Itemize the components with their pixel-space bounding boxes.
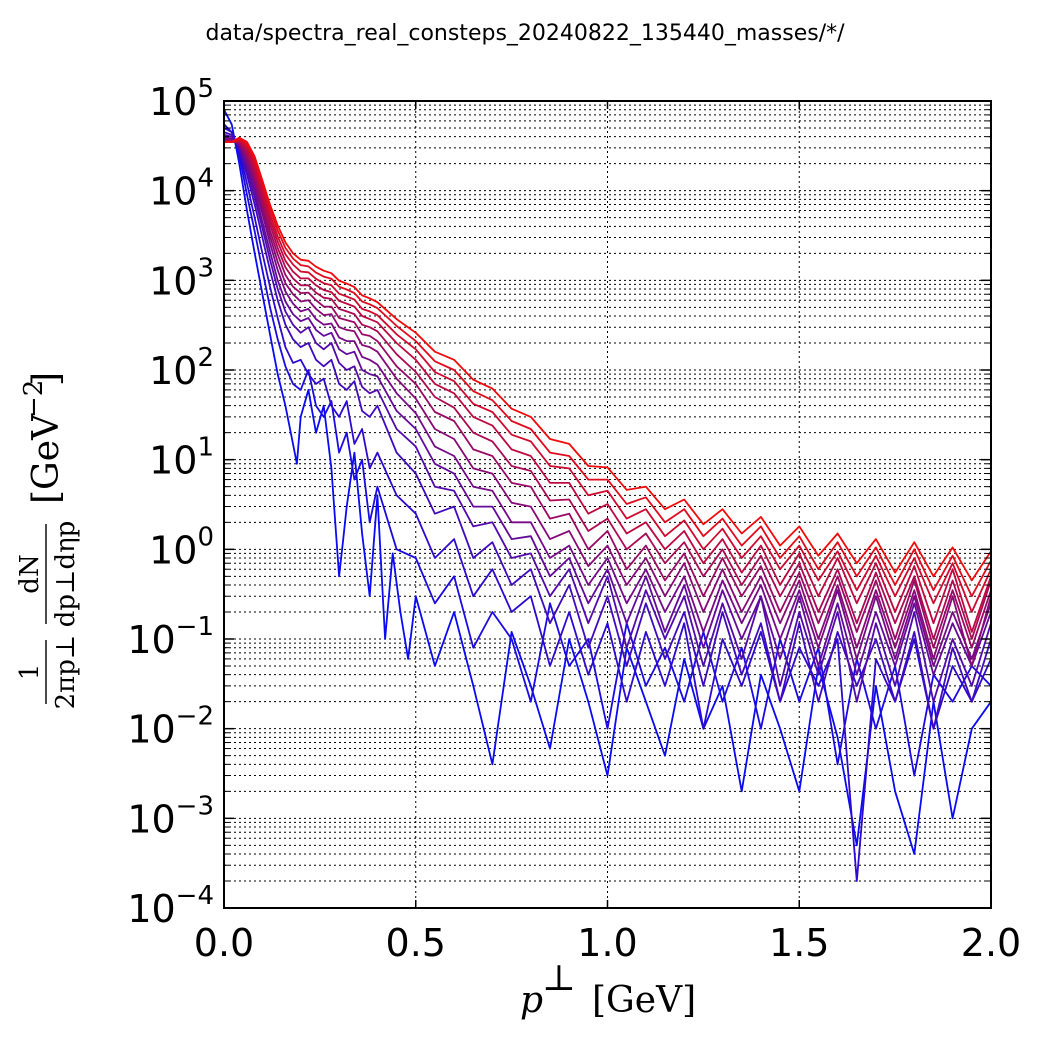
y-tick-label: 100	[149, 522, 214, 572]
series-line-1	[223, 109, 992, 855]
series-line-9	[223, 139, 992, 649]
y-tick-base: 10	[149, 528, 197, 572]
y-tick-exponent: −3	[176, 791, 214, 821]
y-tick-label: 105	[149, 74, 214, 124]
y-tick-exponent: −1	[176, 612, 214, 642]
y-tick-exponent: 3	[197, 253, 214, 283]
y-tick-base: 10	[127, 708, 175, 752]
series-line-5	[223, 133, 992, 703]
series-line-2	[223, 123, 992, 777]
y-tick-label: 10−1	[127, 612, 214, 662]
y-label-frac1-num: 1	[15, 664, 45, 681]
x-tick-label: 1.0	[577, 921, 637, 965]
x-axis-label-symbol: p	[520, 980, 543, 1021]
figure-suptitle: data/spectra_real_consteps_20240822_1354…	[205, 21, 845, 46]
y-tick-exponent: −4	[176, 881, 214, 911]
y-tick-exponent: 2	[197, 343, 214, 373]
y-tick-base: 10	[127, 797, 175, 841]
series-line-10	[224, 140, 992, 640]
y-tick-exponent: 0	[197, 522, 214, 552]
series-line-12	[224, 138, 992, 613]
y-tick-label: 10−3	[127, 791, 214, 841]
series-line-8	[223, 138, 992, 667]
y-label-unit: [GeV	[26, 413, 67, 504]
x-axis-label-unit: [GeV]	[592, 980, 696, 1021]
y-tick-base: 10	[149, 439, 197, 483]
y-tick-base: 10	[149, 349, 197, 393]
y-label-frac1-den: 2πp⊥	[51, 635, 81, 710]
x-tick-label: 0.0	[194, 921, 254, 965]
y-tick-exponent: 5	[197, 74, 214, 104]
y-tick-base: 10	[149, 259, 197, 303]
x-tick-label: 1.5	[769, 921, 829, 965]
series-line-14	[224, 136, 992, 582]
y-label-frac2-num: dN	[15, 554, 45, 593]
x-axis-label-perp: ⊥	[542, 958, 576, 999]
y-label-unit-exp: −2	[19, 380, 49, 418]
y-tick-base: 10	[149, 170, 197, 214]
y-tick-label: 104	[149, 164, 214, 214]
series-line-3	[223, 127, 992, 882]
y-axis-label: 1 2πp⊥ dN dp⊥dηp [GeV −2 ]	[15, 372, 81, 709]
series-line-7	[223, 137, 992, 667]
y-label-frac2-den: dp⊥dηp	[51, 521, 81, 628]
y-tick-exponent: 1	[197, 433, 214, 463]
y-label-unit-close: ]	[26, 372, 67, 386]
y-tick-label: 102	[149, 343, 214, 393]
y-tick-base: 10	[127, 618, 175, 662]
y-tick-label: 10−2	[127, 702, 214, 752]
y-tick-label: 10−4	[127, 881, 214, 931]
series-layer	[223, 109, 992, 882]
series-line-13	[224, 137, 992, 598]
series-line-4	[223, 131, 992, 730]
y-tick-exponent: 4	[197, 164, 214, 194]
y-tick-base: 10	[127, 887, 175, 931]
y-tick-label: 103	[149, 253, 214, 303]
x-axis-label: p ⊥ [GeV]	[520, 958, 696, 1021]
ticks	[223, 100, 992, 909]
y-tick-base: 10	[149, 80, 197, 124]
plot-area	[223, 100, 992, 909]
x-tick-label: 0.5	[386, 921, 446, 965]
series-line-11	[224, 139, 992, 633]
x-tick-label: 2.0	[961, 921, 1021, 965]
y-tick-exponent: −2	[176, 702, 214, 732]
y-tick-label: 101	[149, 433, 214, 483]
x-tick-labels: 0.0 0.5 1.0 1.5 2.0	[194, 921, 1021, 965]
series-line-6	[223, 135, 992, 676]
